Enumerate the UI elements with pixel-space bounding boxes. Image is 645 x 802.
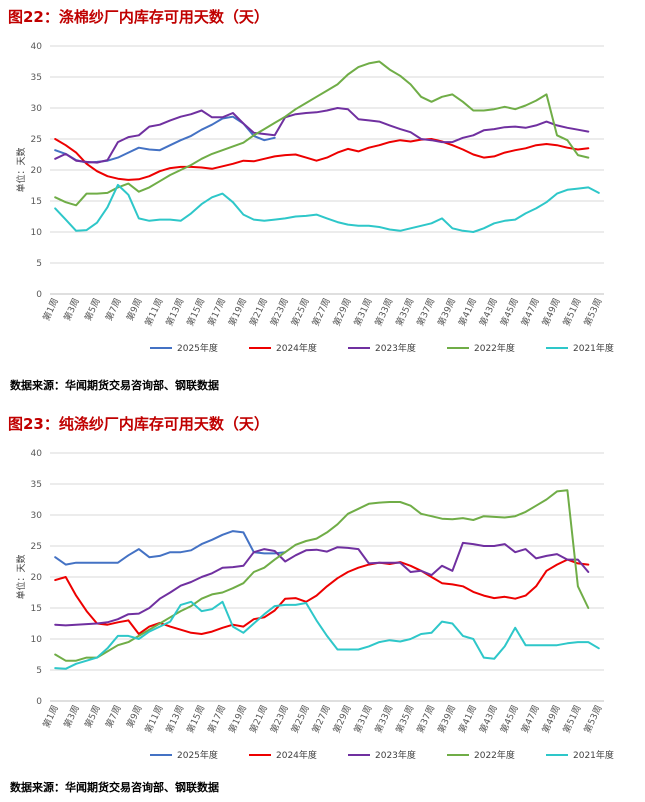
x-tick-label: 第31周 [351, 296, 374, 328]
y-tick-label: 30 [31, 104, 43, 114]
x-tick-label: 第33周 [372, 296, 395, 328]
x-tick-label: 第37周 [414, 703, 437, 735]
x-tick-label: 第53周 [581, 703, 604, 735]
x-tick-label: 第7周 [103, 296, 124, 323]
y-tick-label: 40 [31, 42, 43, 52]
x-tick-label: 第49周 [539, 703, 562, 735]
series-line-2024年度 [54, 138, 590, 181]
x-tick-label: 第41周 [456, 296, 479, 328]
y-tick-label: 20 [31, 573, 43, 583]
series-line-2024年度 [54, 558, 590, 635]
y-tick-label: 35 [31, 480, 42, 490]
x-tick-label: 第27周 [309, 296, 332, 328]
series-line-2022年度 [54, 60, 590, 207]
series-line-2022年度 [54, 489, 590, 662]
x-tick-label: 第43周 [477, 703, 500, 735]
legend-label: 2024年度 [276, 342, 317, 354]
x-tick-label: 第47周 [518, 703, 541, 735]
legend-label: 2023年度 [375, 342, 416, 354]
y-tick-label: 0 [36, 697, 42, 707]
x-tick-label: 第11周 [142, 703, 165, 735]
x-tick-label: 第5周 [82, 703, 103, 730]
x-tick-label: 第37周 [414, 296, 437, 328]
y-tick-label: 0 [36, 290, 42, 300]
x-tick-label: 第13周 [163, 296, 186, 328]
legend-label: 2022年度 [474, 342, 515, 354]
y-tick-label: 5 [36, 666, 42, 676]
x-tick-label: 第7周 [103, 703, 124, 730]
legend-label: 2023年度 [375, 749, 416, 761]
x-tick-label: 第51周 [560, 703, 583, 735]
series-line-2023年度 [54, 107, 590, 164]
legend-label: 2021年度 [573, 749, 614, 761]
legend-label: 2025年度 [177, 342, 218, 354]
x-tick-label: 第45周 [498, 296, 521, 328]
x-tick-label: 第11周 [142, 296, 165, 328]
x-tick-label: 第17周 [205, 296, 228, 328]
x-tick-label: 第3周 [61, 296, 82, 323]
x-tick-label: 第43周 [477, 296, 500, 328]
x-tick-label: 第51周 [560, 296, 583, 328]
chart-22-inventory-days-polyester-cotton-yarn: 0510152025303540第1周 第3周 第5周 第7周 第9周 第11周 第13周第… [15, 42, 614, 354]
y-tick-label: 35 [31, 73, 42, 83]
x-tick-label: 第17周 [205, 703, 228, 735]
y-tick-label: 10 [31, 635, 43, 645]
series-line-2023年度 [54, 541, 590, 627]
legend-label: 2022年度 [474, 749, 515, 761]
x-tick-label: 第9周 [124, 703, 145, 730]
y-tick-label: 25 [31, 135, 42, 145]
chart-23-inventory-days-pure-polyester-yarn: 0510152025303540第1周 第3周 第5周 第7周 第9周 第11周 第13周第… [15, 449, 614, 761]
series-line-2021年度 [54, 183, 600, 233]
x-tick-label: 第25周 [288, 703, 311, 735]
x-tick-label: 第41周 [456, 703, 479, 735]
y-tick-label: 25 [31, 542, 42, 552]
x-tick-label: 第53周 [581, 296, 604, 328]
x-tick-label: 第31周 [351, 703, 374, 735]
y-tick-label: 15 [31, 197, 42, 207]
legend-label: 2025年度 [177, 749, 218, 761]
x-tick-label: 第9周 [124, 296, 145, 323]
x-tick-label: 第19周 [226, 703, 249, 735]
x-tick-label: 第29周 [330, 703, 353, 735]
x-tick-label: 第45周 [498, 703, 521, 735]
x-tick-label: 第1周 [40, 703, 61, 730]
chart-22-source: 数据来源：华闻期货交易咨询部、钢联数据 [10, 379, 219, 392]
x-tick-label: 第39周 [435, 296, 458, 328]
chart-22-title: 图22：涤棉纱厂内库存可用天数（天） [8, 8, 269, 26]
x-tick-label: 第1周 [40, 296, 61, 323]
x-tick-label: 第21周 [247, 703, 270, 735]
x-tick-label: 第47周 [518, 296, 541, 328]
series-line-2021年度 [54, 600, 600, 670]
x-tick-label: 第23周 [268, 296, 291, 328]
x-tick-label: 第23周 [268, 703, 291, 735]
x-tick-label: 第19周 [226, 296, 249, 328]
legend-label: 2024年度 [276, 749, 317, 761]
y-tick-label: 5 [36, 259, 42, 269]
y-unit-label: 单位：天数 [15, 147, 27, 192]
x-tick-label: 第39周 [435, 703, 458, 735]
x-tick-label: 第27周 [309, 703, 332, 735]
x-tick-label: 第35周 [393, 296, 416, 328]
y-tick-label: 10 [31, 228, 43, 238]
x-tick-label: 第5周 [82, 296, 103, 323]
y-tick-label: 40 [31, 449, 43, 459]
x-tick-label: 第13周 [163, 703, 186, 735]
legend-label: 2021年度 [573, 342, 614, 354]
y-tick-label: 20 [31, 166, 43, 176]
series-line-2025年度 [54, 530, 287, 566]
x-tick-label: 第25周 [288, 296, 311, 328]
x-tick-label: 第21周 [247, 296, 270, 328]
y-tick-label: 30 [31, 511, 43, 521]
x-tick-label: 第15周 [184, 703, 207, 735]
x-tick-label: 第49周 [539, 296, 562, 328]
y-unit-label: 单位：天数 [15, 554, 27, 599]
x-tick-label: 第33周 [372, 703, 395, 735]
y-tick-label: 15 [31, 604, 42, 614]
x-tick-label: 第3周 [61, 703, 82, 730]
chart-23-title: 图23：纯涤纱厂内库存可用天数（天） [8, 415, 269, 433]
x-tick-label: 第15周 [184, 296, 207, 328]
x-tick-label: 第35周 [393, 703, 416, 735]
chart-23-source: 数据来源：华闻期货交易咨询部、钢联数据 [10, 781, 219, 794]
x-tick-label: 第29周 [330, 296, 353, 328]
